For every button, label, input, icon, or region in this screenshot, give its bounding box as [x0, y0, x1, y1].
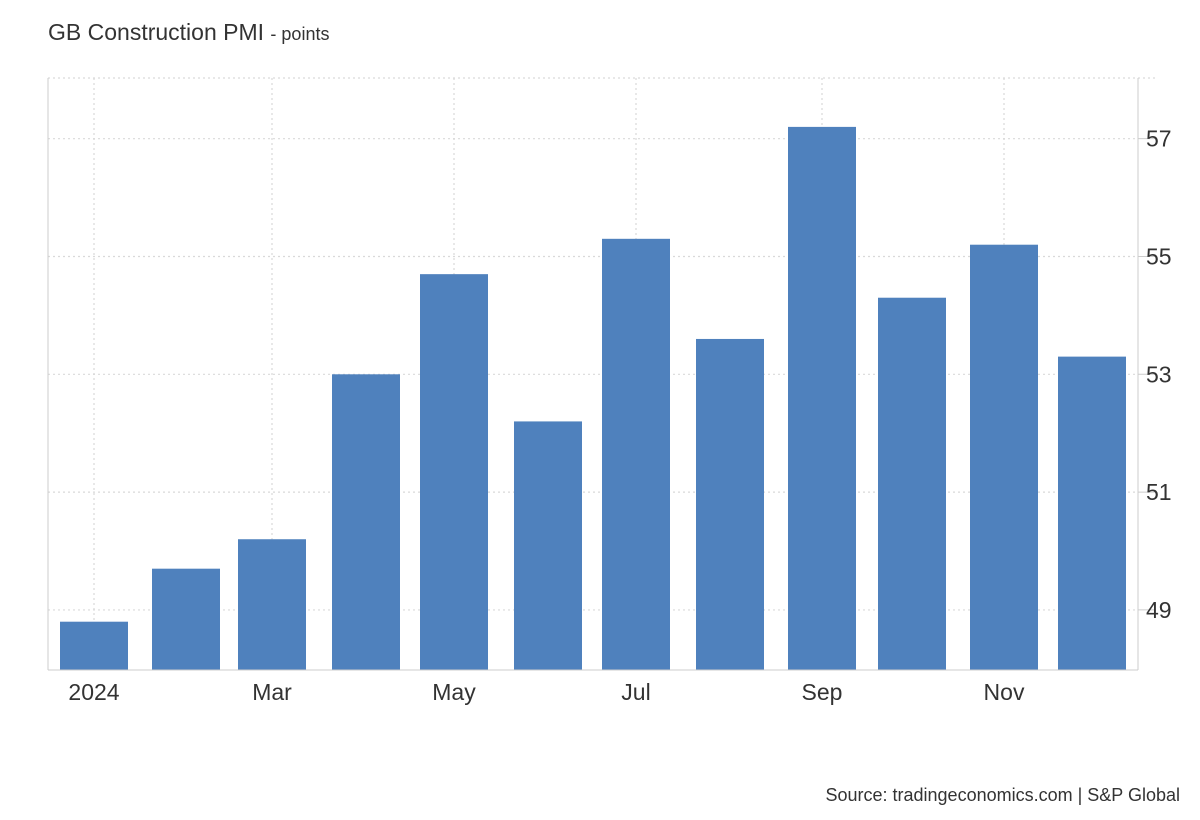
- y-tick-label: 53: [1146, 361, 1172, 387]
- x-tick-label: 2024: [68, 679, 119, 705]
- bar: [514, 421, 582, 670]
- y-tick-label: 57: [1146, 126, 1172, 152]
- bar: [420, 274, 488, 670]
- bar: [1058, 356, 1126, 670]
- bar: [602, 238, 670, 670]
- x-tick-label: Mar: [252, 679, 292, 705]
- y-tick-label: 51: [1146, 479, 1172, 505]
- bar: [970, 244, 1038, 670]
- chart-unit-label: - points: [270, 24, 330, 44]
- bar: [878, 297, 946, 670]
- axes: [47, 78, 1156, 671]
- chart-title: GB Construction PMI - points: [48, 19, 329, 46]
- bar: [332, 374, 400, 670]
- x-tick-label: Jul: [621, 679, 650, 705]
- bars: [60, 126, 1126, 670]
- tick-labels: 49 51 53 55 57 2024 Mar May Jul Sep Nov: [68, 126, 1171, 705]
- bar: [696, 338, 764, 670]
- bar: [788, 126, 856, 670]
- x-tick-label: Nov: [984, 679, 1025, 705]
- x-tick-label: Sep: [802, 679, 843, 705]
- chart-title-text: GB Construction PMI: [48, 19, 265, 45]
- bar: [152, 568, 220, 670]
- x-tick-label: May: [432, 679, 476, 705]
- source-note: Source: tradingeconomics.com | S&P Globa…: [825, 785, 1180, 805]
- bar: [238, 539, 306, 670]
- y-tick-label: 49: [1146, 597, 1172, 623]
- y-tick-label: 55: [1146, 243, 1172, 269]
- bar: [60, 621, 128, 670]
